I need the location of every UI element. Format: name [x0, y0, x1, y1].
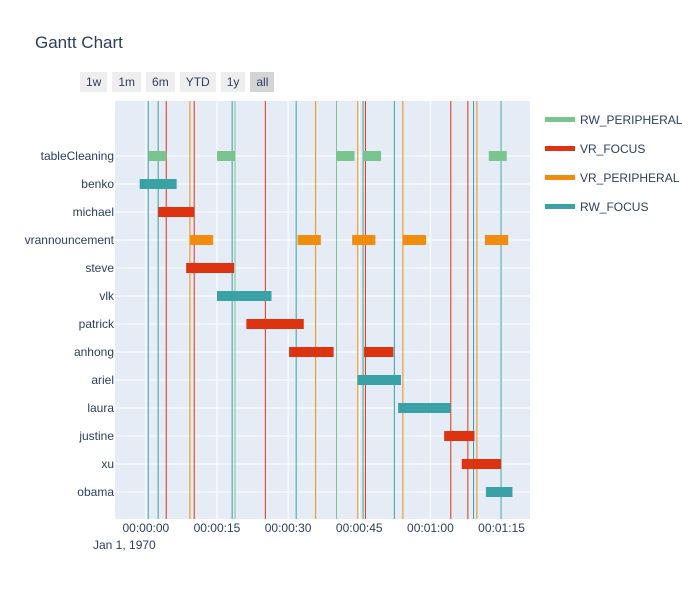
task-bar	[485, 487, 513, 497]
range-button-1w[interactable]: 1w	[80, 72, 108, 92]
legend-label: RW_FOCUS	[580, 199, 649, 214]
y-axis-labels: tableCleaning benko michael vrannouncement s…	[25, 149, 115, 499]
y-tick-label: benko	[81, 177, 114, 191]
legend-item[interactable]: VR_PERIPHERAL	[545, 163, 682, 192]
task-bar	[363, 151, 382, 161]
x-tick-label: 00:00:00	[122, 521, 169, 535]
plot-background	[115, 101, 530, 519]
task-bar	[186, 263, 235, 273]
x-tick-label: 00:00:45	[336, 521, 383, 535]
task-bar	[352, 235, 376, 245]
legend-label: VR_PERIPHERAL	[580, 170, 680, 185]
x-tick-label: 00:01:15	[478, 521, 525, 535]
task-bar	[158, 207, 195, 217]
y-tick-label: patrick	[79, 317, 115, 331]
task-bar	[461, 459, 502, 469]
y-tick-label: xu	[101, 457, 114, 471]
legend-swatch	[545, 117, 575, 122]
chart-title: Gantt Chart	[35, 33, 123, 52]
task-bar	[364, 347, 394, 357]
y-tick-label: vrannouncement	[25, 233, 115, 247]
task-bar	[336, 151, 355, 161]
range-button-6m[interactable]: 6m	[146, 72, 175, 92]
y-tick-label: ariel	[91, 373, 114, 387]
task-bar	[488, 151, 507, 161]
task-bar	[148, 151, 167, 161]
legend-item[interactable]: RW_FOCUS	[545, 192, 682, 221]
legend-swatch	[545, 204, 575, 209]
legend-label: VR_FOCUS	[580, 141, 646, 156]
task-bar	[216, 291, 272, 301]
y-tick-label: tableCleaning	[41, 149, 114, 163]
task-bar	[444, 431, 475, 441]
range-button-all[interactable]: all	[250, 72, 275, 92]
legend-swatch	[545, 175, 575, 180]
task-bar	[246, 319, 304, 329]
legend-label: RW_PERIPHERAL	[580, 112, 683, 127]
y-tick-label: steve	[85, 261, 114, 275]
event-lines	[147, 101, 502, 519]
x-tick-label: 00:00:15	[194, 521, 241, 535]
legend: RW_PERIPHERAL VR_FOCUS VR_PERIPHERAL RW_FOC…	[545, 105, 682, 221]
range-selector: 1w 1m 6m YTD 1y all	[80, 72, 275, 92]
task-bar	[297, 235, 321, 245]
range-button-ytd[interactable]: YTD	[179, 72, 216, 92]
y-tick-label: justine	[78, 429, 114, 443]
legend-item[interactable]: VR_FOCUS	[545, 134, 682, 163]
task-bar	[189, 235, 214, 245]
y-tick-label: anhong	[74, 345, 114, 359]
legend-item[interactable]: RW_PERIPHERAL	[545, 105, 682, 134]
task-bar	[139, 179, 177, 189]
y-tick-label: michael	[73, 205, 114, 219]
y-tick-label: obama	[77, 485, 114, 499]
legend-swatch	[545, 146, 575, 151]
task-bar	[402, 235, 427, 245]
task-bar	[216, 151, 235, 161]
x-axis-labels: 00:00:00 00:00:15 00:00:30 00:00:45 00:01:00…	[122, 521, 525, 535]
task-bar	[398, 403, 451, 413]
task-bar	[484, 235, 509, 245]
y-tick-label: laura	[87, 401, 114, 415]
y-tick-label: vlk	[99, 289, 115, 303]
task-bar	[357, 375, 401, 385]
task-bars	[139, 151, 513, 497]
x-tick-label: 00:01:00	[407, 521, 454, 535]
x-tick-label: 00:00:30	[265, 521, 312, 535]
range-button-1m[interactable]: 1m	[112, 72, 142, 92]
x-axis-date-label: Jan 1, 1970	[93, 538, 156, 552]
range-button-1y[interactable]: 1y	[220, 72, 246, 92]
task-bar	[289, 347, 334, 357]
